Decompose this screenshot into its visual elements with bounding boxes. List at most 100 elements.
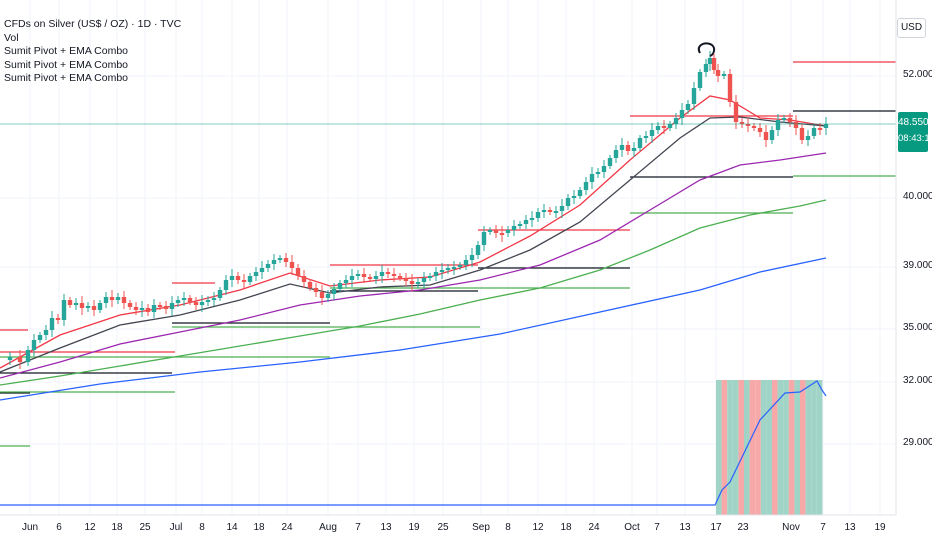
candle-body-30 bbox=[187, 298, 193, 302]
candle-body-89 bbox=[541, 210, 547, 212]
candle-body-86 bbox=[523, 220, 529, 224]
currency-button[interactable]: USD bbox=[897, 18, 926, 38]
candle-body-111 bbox=[673, 118, 679, 124]
last-price-badge: 48.5507 08:43:12 bbox=[898, 112, 932, 152]
candle-body-123 bbox=[739, 122, 745, 124]
candle-body-104 bbox=[631, 148, 637, 151]
time-tick-22: 13 bbox=[679, 522, 691, 533]
legend-indicator-3[interactable]: Sumit Pivot + EMA Combo bbox=[4, 72, 129, 84]
time-tick-16: 8 bbox=[505, 522, 511, 533]
candle-body-68 bbox=[415, 282, 421, 284]
candle-body-35 bbox=[217, 290, 223, 298]
candle-body-110 bbox=[667, 124, 673, 128]
volume-bars bbox=[716, 380, 823, 515]
time-tick-13: 19 bbox=[408, 522, 420, 533]
candle-body-42 bbox=[259, 268, 265, 272]
time-tick-6: 8 bbox=[199, 522, 205, 533]
candle-body-113 bbox=[685, 104, 691, 110]
candle-body-14 bbox=[91, 306, 97, 310]
candle-body-122 bbox=[733, 102, 739, 122]
candle-body-108 bbox=[655, 126, 661, 130]
candle-body-27 bbox=[169, 303, 175, 309]
candle-body-125 bbox=[751, 126, 757, 128]
candle-body-130 bbox=[781, 118, 787, 120]
volume-bar-18 bbox=[816, 380, 823, 515]
volume-bar-3 bbox=[732, 380, 739, 515]
candle-body-7 bbox=[49, 318, 55, 330]
candle-body-49 bbox=[301, 276, 307, 282]
price-tick-4: 35.0000 bbox=[903, 322, 932, 333]
candle-body-94 bbox=[571, 196, 577, 198]
candle-body-66 bbox=[403, 278, 409, 281]
candle-body-4 bbox=[31, 340, 37, 350]
time-tick-1: 6 bbox=[56, 522, 62, 533]
candle-body-120 bbox=[721, 74, 727, 76]
candle-body-36 bbox=[223, 280, 229, 290]
candle-body-21 bbox=[133, 307, 139, 310]
candle-body-9 bbox=[61, 300, 67, 320]
candle-body-134 bbox=[805, 136, 811, 140]
candle-body-76 bbox=[463, 260, 469, 265]
candle-body-128 bbox=[769, 130, 775, 140]
candle-body-37 bbox=[229, 276, 235, 280]
candle-body-48 bbox=[295, 268, 301, 276]
volume-bar-14 bbox=[794, 380, 800, 515]
volume-bar-16 bbox=[805, 380, 812, 515]
candle-body-96 bbox=[583, 182, 589, 190]
candle-body-98 bbox=[595, 172, 601, 174]
time-tick-27: 13 bbox=[844, 522, 856, 533]
volume-bar-11 bbox=[777, 380, 784, 515]
time-tick-3: 18 bbox=[111, 522, 123, 533]
candle-body-136 bbox=[817, 128, 823, 130]
candle-body-62 bbox=[379, 272, 385, 276]
candle-body-15 bbox=[97, 303, 103, 310]
candle-body-74 bbox=[451, 267, 457, 269]
candle-body-58 bbox=[355, 274, 361, 276]
candle-body-105 bbox=[637, 138, 643, 148]
price-tick-0: 52.0000 bbox=[903, 69, 932, 80]
time-tick-25: Nov bbox=[782, 522, 800, 533]
legend-volume[interactable]: Vol bbox=[4, 31, 19, 44]
volume-bar-4 bbox=[738, 380, 744, 515]
time-tick-17: 12 bbox=[532, 522, 544, 533]
candle-body-73 bbox=[445, 268, 451, 270]
candle-body-28 bbox=[175, 300, 181, 303]
symbol-title[interactable]: CFDs on Silver (US$ / OZ) · 1D · TVC bbox=[4, 18, 182, 30]
candle-body-70 bbox=[427, 276, 433, 278]
candle-body-64 bbox=[391, 274, 397, 276]
candle-body-131 bbox=[787, 118, 793, 122]
candle-body-79 bbox=[481, 232, 487, 245]
volume-bar-0 bbox=[716, 380, 722, 515]
candle-body-56 bbox=[343, 280, 349, 283]
time-tick-0: Jun bbox=[21, 522, 39, 533]
candle-body-47 bbox=[289, 262, 295, 268]
candle-body-39 bbox=[241, 280, 247, 282]
ema-long-line bbox=[0, 199, 827, 386]
volume-bar-9 bbox=[766, 380, 772, 515]
candle-body-54 bbox=[331, 289, 337, 294]
candle-body-132 bbox=[793, 122, 799, 128]
candle-body-20 bbox=[127, 303, 133, 307]
legend-indicator-2[interactable]: Sumit Pivot + EMA Combo bbox=[4, 58, 129, 71]
time-tick-26: 7 bbox=[820, 522, 826, 533]
volume-bar-8 bbox=[760, 380, 767, 515]
candle-body-52 bbox=[319, 292, 325, 298]
legend-indicator-1[interactable]: Sumit Pivot + EMA Combo bbox=[4, 45, 129, 57]
candle-body-133 bbox=[799, 128, 805, 140]
time-tick-12: 13 bbox=[380, 522, 392, 533]
candle-body-32 bbox=[199, 302, 205, 305]
candle-body-61 bbox=[373, 276, 379, 279]
candle-body-112 bbox=[679, 110, 685, 118]
time-tick-4: 25 bbox=[139, 522, 151, 533]
candle-body-102 bbox=[619, 145, 625, 150]
candle-body-18 bbox=[115, 297, 121, 300]
candle-body-31 bbox=[193, 302, 199, 305]
bar-countdown: 08:43:12 bbox=[898, 133, 932, 144]
time-tick-23: 17 bbox=[710, 522, 722, 533]
candle-body-59 bbox=[361, 274, 367, 277]
candle-body-25 bbox=[157, 305, 163, 307]
time-tick-19: 24 bbox=[588, 522, 600, 533]
price-tick-5: 32.0000 bbox=[903, 375, 932, 386]
candle-body-84 bbox=[511, 226, 517, 230]
